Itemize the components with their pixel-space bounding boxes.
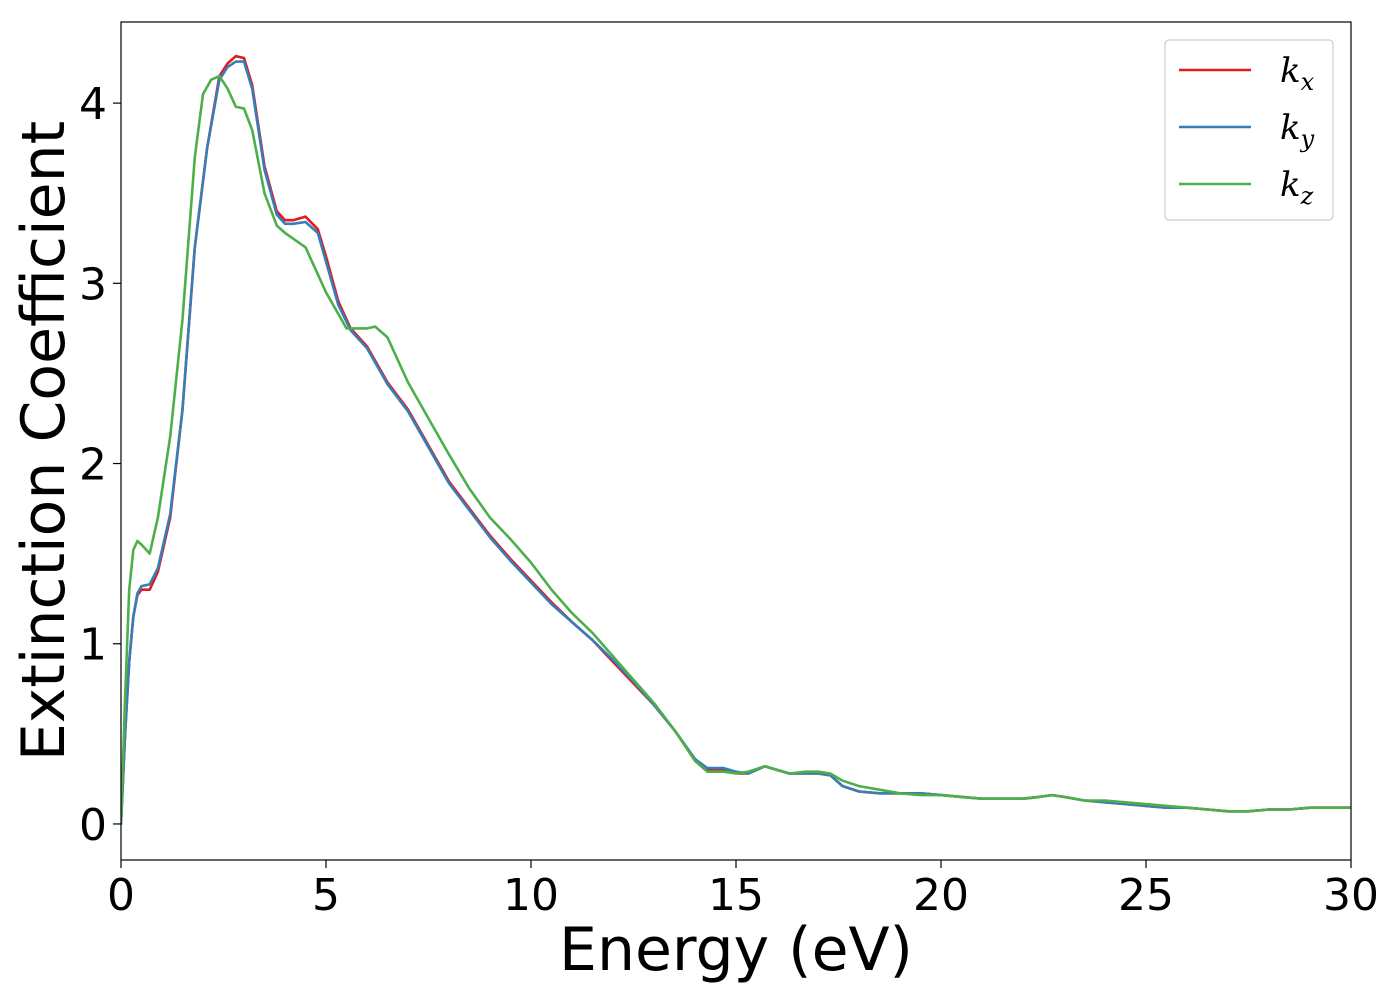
x-tick-label: 0 [107,870,135,921]
y-tick-label: 0 [79,800,107,851]
x-tick-label: 30 [1323,870,1379,921]
legend: kx ky kz [1164,39,1334,221]
x-tick-label: 5 [312,870,340,921]
x-axis: 0 5 10 15 20 25 30 [107,860,1379,921]
legend-box [1164,39,1334,221]
y-tick-label: 4 [79,79,107,130]
legend-label-y: ky [1280,108,1315,153]
y-tick-label: 1 [79,620,107,671]
x-tick-label: 25 [1118,870,1174,921]
legend-label-x: kx [1280,51,1315,96]
y-tick-label: 2 [79,440,107,491]
series-line-z [121,74,1351,826]
x-tick-label: 10 [503,870,559,921]
x-axis-label: Energy (eV) [559,915,913,985]
legend-label-z: kz [1280,165,1314,210]
y-tick-label: 3 [79,259,107,310]
x-tick-label: 15 [708,870,764,921]
x-tick-label: 20 [913,870,969,921]
y-axis-label: Extinction Coefficient [9,121,79,761]
y-axis: 0 1 2 3 4 [79,79,121,851]
series-layer [121,54,1351,826]
